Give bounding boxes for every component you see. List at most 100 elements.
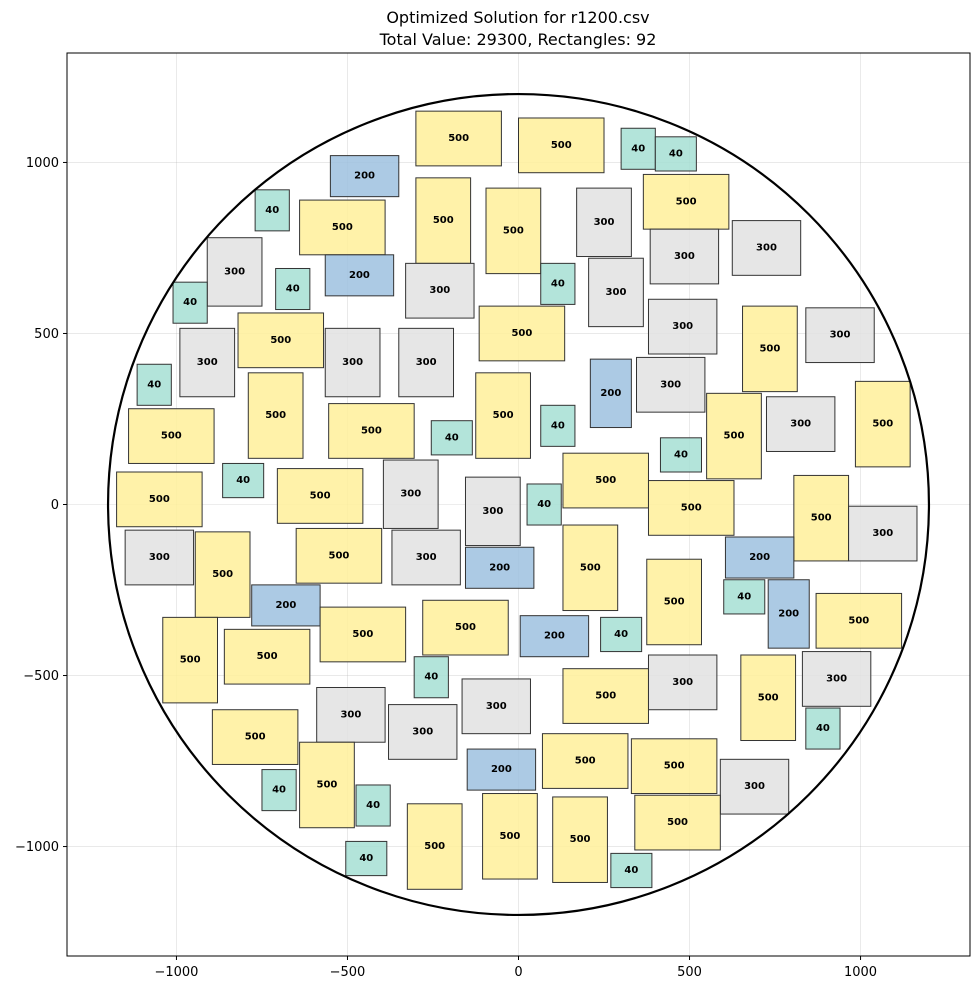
rectangle-62	[223, 628, 311, 685]
rectangle-34	[430, 420, 473, 456]
rectangle-38	[854, 380, 911, 468]
rectangle-label-7: 500	[433, 215, 454, 226]
rectangle-42	[276, 468, 364, 524]
rectangle-37	[765, 396, 836, 452]
rectangle-12	[649, 228, 720, 285]
rectangle-53	[295, 527, 383, 584]
rectangle-16	[540, 262, 576, 305]
rectangle-89	[634, 794, 721, 851]
rectangle-label-14: 200	[349, 270, 370, 281]
rectangle-52	[194, 531, 251, 618]
rectangle-14	[324, 254, 395, 297]
rectangle-label-56: 500	[580, 562, 601, 573]
rectangle-label-45: 40	[537, 499, 551, 510]
rectangle-label-71: 300	[672, 677, 693, 688]
rectangle-label-19: 40	[183, 297, 197, 308]
rectangle-label-37: 300	[790, 419, 811, 430]
rectangle-label-48: 500	[811, 513, 832, 524]
rectangle-label-5: 40	[265, 205, 279, 216]
rectangle-67	[646, 558, 702, 646]
rectangle-label-46: 500	[595, 475, 616, 486]
rectangle-35	[540, 404, 576, 447]
rectangle-54	[391, 529, 461, 586]
rectangle-label-38: 500	[872, 419, 893, 430]
rectangle-label-77: 40	[816, 723, 830, 734]
rectangle-19	[172, 281, 208, 324]
rectangle-84	[299, 741, 355, 829]
rectangle-46	[562, 452, 649, 509]
rectangle-label-51: 300	[149, 552, 170, 563]
rectangle-13	[731, 220, 802, 276]
rectangle-18	[588, 257, 644, 328]
rectangle-69	[413, 656, 449, 699]
rectangle-label-30: 300	[660, 379, 681, 390]
rectangle-label-68: 500	[848, 615, 869, 626]
rectangle-25	[179, 327, 236, 398]
rectangle-label-26: 500	[759, 343, 780, 354]
rectangle-label-43: 300	[400, 489, 421, 500]
rectangle-label-82: 300	[744, 781, 765, 792]
rectangle-75	[388, 704, 458, 760]
rectangle-9	[576, 187, 632, 258]
rectangle-label-44: 300	[482, 506, 503, 517]
rectangle-label-61: 500	[180, 655, 201, 666]
rectangle-label-9: 300	[594, 217, 615, 228]
rectangle-label-4: 200	[354, 171, 375, 182]
rectangle-83	[261, 769, 297, 812]
rectangle-15	[275, 267, 311, 311]
rectangle-label-2: 40	[631, 143, 645, 154]
rectangle-88	[552, 796, 608, 883]
rectangles-layer: 500 500 40 40 200 40 500 500 500 300 500 300 300 300 2…	[116, 110, 918, 890]
y-tick-label-0: −1000	[15, 840, 59, 855]
rectangle-28	[136, 363, 172, 406]
rectangle-label-65: 200	[544, 631, 565, 642]
x-tick-label-1: −500	[330, 965, 366, 980]
axis-ticks: −1000 −500 0 500 1000 −1000 −500 0 500 1000	[15, 156, 877, 980]
rectangle-56	[562, 524, 619, 612]
rectangle-91	[610, 852, 653, 889]
rectangle-70	[562, 668, 649, 724]
x-tick-label-4: 1000	[844, 965, 877, 980]
rectangle-27	[805, 307, 875, 364]
rectangle-label-85: 40	[366, 800, 380, 811]
rectangle-73	[801, 651, 872, 707]
rectangle-2	[620, 127, 656, 170]
rectangle-label-11: 300	[224, 266, 245, 277]
rectangle-33	[475, 372, 531, 459]
rectangle-label-86: 500	[424, 841, 445, 852]
rectangle-label-73: 300	[826, 673, 847, 684]
rectangle-label-15: 40	[286, 284, 300, 295]
rectangle-label-90: 40	[359, 853, 373, 864]
rectangle-71	[647, 654, 718, 711]
rectangle-label-35: 40	[551, 420, 565, 431]
circle-layer	[106, 92, 931, 917]
rectangle-49	[848, 505, 918, 562]
rectangle-label-22: 300	[342, 357, 363, 368]
rectangle-10	[642, 173, 730, 230]
rectangle-label-55: 200	[489, 562, 510, 573]
x-tick-label-2: 0	[514, 965, 522, 980]
rectangle-label-58: 40	[737, 591, 751, 602]
rectangle-label-21: 500	[270, 335, 291, 346]
rectangle-label-50: 500	[149, 494, 170, 505]
rectangle-label-29: 200	[600, 388, 621, 399]
rectangle-label-49: 300	[872, 528, 893, 539]
rectangle-label-72: 500	[758, 692, 779, 703]
rectangle-label-83: 40	[272, 785, 286, 796]
rectangle-55	[464, 546, 535, 589]
rectangle-20	[647, 298, 718, 355]
rectangle-label-64: 500	[455, 622, 476, 633]
rectangle-31	[247, 372, 304, 459]
rectangle-label-62: 500	[257, 651, 278, 662]
rectangle-77	[805, 707, 841, 750]
rectangle-label-28: 40	[147, 379, 161, 390]
rectangle-label-79: 200	[491, 764, 512, 775]
rectangle-label-76: 300	[486, 701, 507, 712]
rectangle-8	[485, 187, 542, 275]
rectangle-label-16: 40	[551, 278, 565, 289]
rectangle-63	[319, 606, 407, 663]
rectangle-47	[647, 480, 735, 536]
rectangle-7	[415, 177, 472, 264]
